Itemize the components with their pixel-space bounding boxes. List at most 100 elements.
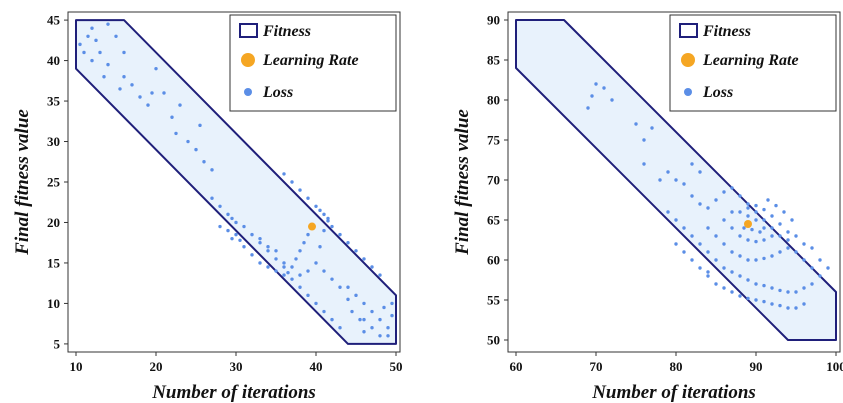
y-tick-label: 5 [54, 336, 61, 351]
loss-point [762, 238, 766, 242]
x-axis-title: Number of iterations [591, 382, 756, 403]
loss-point [690, 258, 694, 262]
loss-point [818, 274, 822, 278]
loss-point [258, 236, 262, 241]
loss-point [746, 296, 750, 301]
loss-point [266, 245, 270, 249]
loss-point [802, 286, 806, 290]
loss-point [746, 238, 750, 242]
loss-point [794, 234, 798, 238]
loss-point [282, 273, 286, 277]
y-axis-title: Final fitness value [452, 109, 473, 256]
loss-point [138, 95, 142, 99]
loss-point [210, 196, 214, 200]
loss-point [666, 170, 670, 174]
loss-point [390, 301, 394, 306]
loss-point [326, 216, 330, 221]
loss-point [682, 226, 686, 230]
loss-point [790, 218, 794, 222]
loss-point [282, 261, 286, 265]
loss-point [738, 254, 742, 258]
loss-point [770, 254, 774, 258]
loss-point [754, 282, 758, 286]
loss-point [802, 302, 806, 306]
loss-point [698, 170, 702, 174]
chart-panel-1: 10 20 30 40 50 5 10 15 20 25 30 35 40 45 Number of ite… [12, 11, 403, 403]
y-tick-label: 10 [47, 296, 60, 311]
loss-point [362, 257, 366, 261]
loss-point [746, 258, 750, 262]
learning-rate-point [308, 222, 316, 231]
loss-point [634, 122, 638, 126]
loss-point [322, 309, 326, 314]
loss-points [78, 22, 394, 338]
loss-point [738, 294, 742, 298]
legend-learning-rate-label: Learning Rate [702, 52, 799, 69]
loss-point [322, 269, 326, 273]
loss-point [234, 220, 238, 225]
legend-learning-rate-label: Learning Rate [262, 52, 359, 69]
loss-point [746, 202, 750, 206]
loss-point [738, 194, 742, 198]
y-tick-label: 25 [47, 175, 61, 190]
loss-point [238, 238, 242, 242]
loss-point [706, 206, 710, 210]
loss-point [722, 286, 726, 290]
loss-point [298, 285, 302, 289]
loss-point [286, 270, 290, 275]
loss-point [698, 242, 702, 246]
loss-point [762, 207, 766, 212]
loss-point [762, 218, 766, 222]
loss-point [714, 258, 718, 262]
loss-point [706, 226, 710, 230]
loss-point [370, 326, 374, 330]
loss-point [810, 282, 814, 286]
loss-point [730, 270, 734, 274]
loss-point [194, 147, 198, 152]
loss-point [274, 269, 278, 273]
chart-panel-2: 60 70 80 90 100 50 55 60 65 70 75 80 85 90 Number of i… [452, 11, 843, 403]
loss-point [754, 298, 758, 302]
legend: Fitness Learning Rate Loss [229, 14, 397, 112]
loss-point [114, 34, 118, 38]
loss-point [762, 256, 766, 261]
loss-point [330, 277, 334, 281]
loss-point [146, 103, 150, 107]
loss-point [794, 306, 798, 310]
loss-point [370, 265, 374, 269]
legend-loss-marker [684, 88, 692, 96]
y-tick-label: 75 [487, 133, 501, 148]
loss-point [786, 290, 790, 294]
loss-point [698, 266, 702, 270]
loss-point [642, 138, 646, 142]
y-tick-label: 70 [487, 173, 500, 188]
loss-point [298, 273, 302, 277]
y-tick-label: 15 [47, 255, 61, 270]
loss-point [778, 288, 782, 293]
loss-point [170, 115, 174, 119]
loss-point [738, 210, 742, 214]
loss-point [178, 103, 182, 107]
loss-point [742, 226, 746, 230]
loss-point [782, 210, 786, 214]
loss-point [730, 250, 734, 254]
x-tick-label: 100 [826, 359, 843, 374]
loss-point [314, 301, 318, 306]
loss-point [706, 250, 710, 254]
x-tick-label: 40 [310, 359, 323, 374]
loss-point [586, 106, 590, 110]
loss-point [90, 58, 94, 63]
loss-point [106, 62, 110, 67]
loss-point [610, 98, 614, 102]
loss-point [86, 34, 90, 38]
loss-point [118, 87, 122, 91]
loss-point [274, 249, 278, 253]
loss-point [802, 242, 806, 246]
loss-point [78, 42, 82, 47]
legend-fitness-swatch [239, 23, 258, 38]
loss-point [338, 285, 342, 289]
x-tick-label: 10 [70, 359, 83, 374]
loss-point [210, 168, 214, 172]
fitness-region-outline [75, 19, 397, 345]
